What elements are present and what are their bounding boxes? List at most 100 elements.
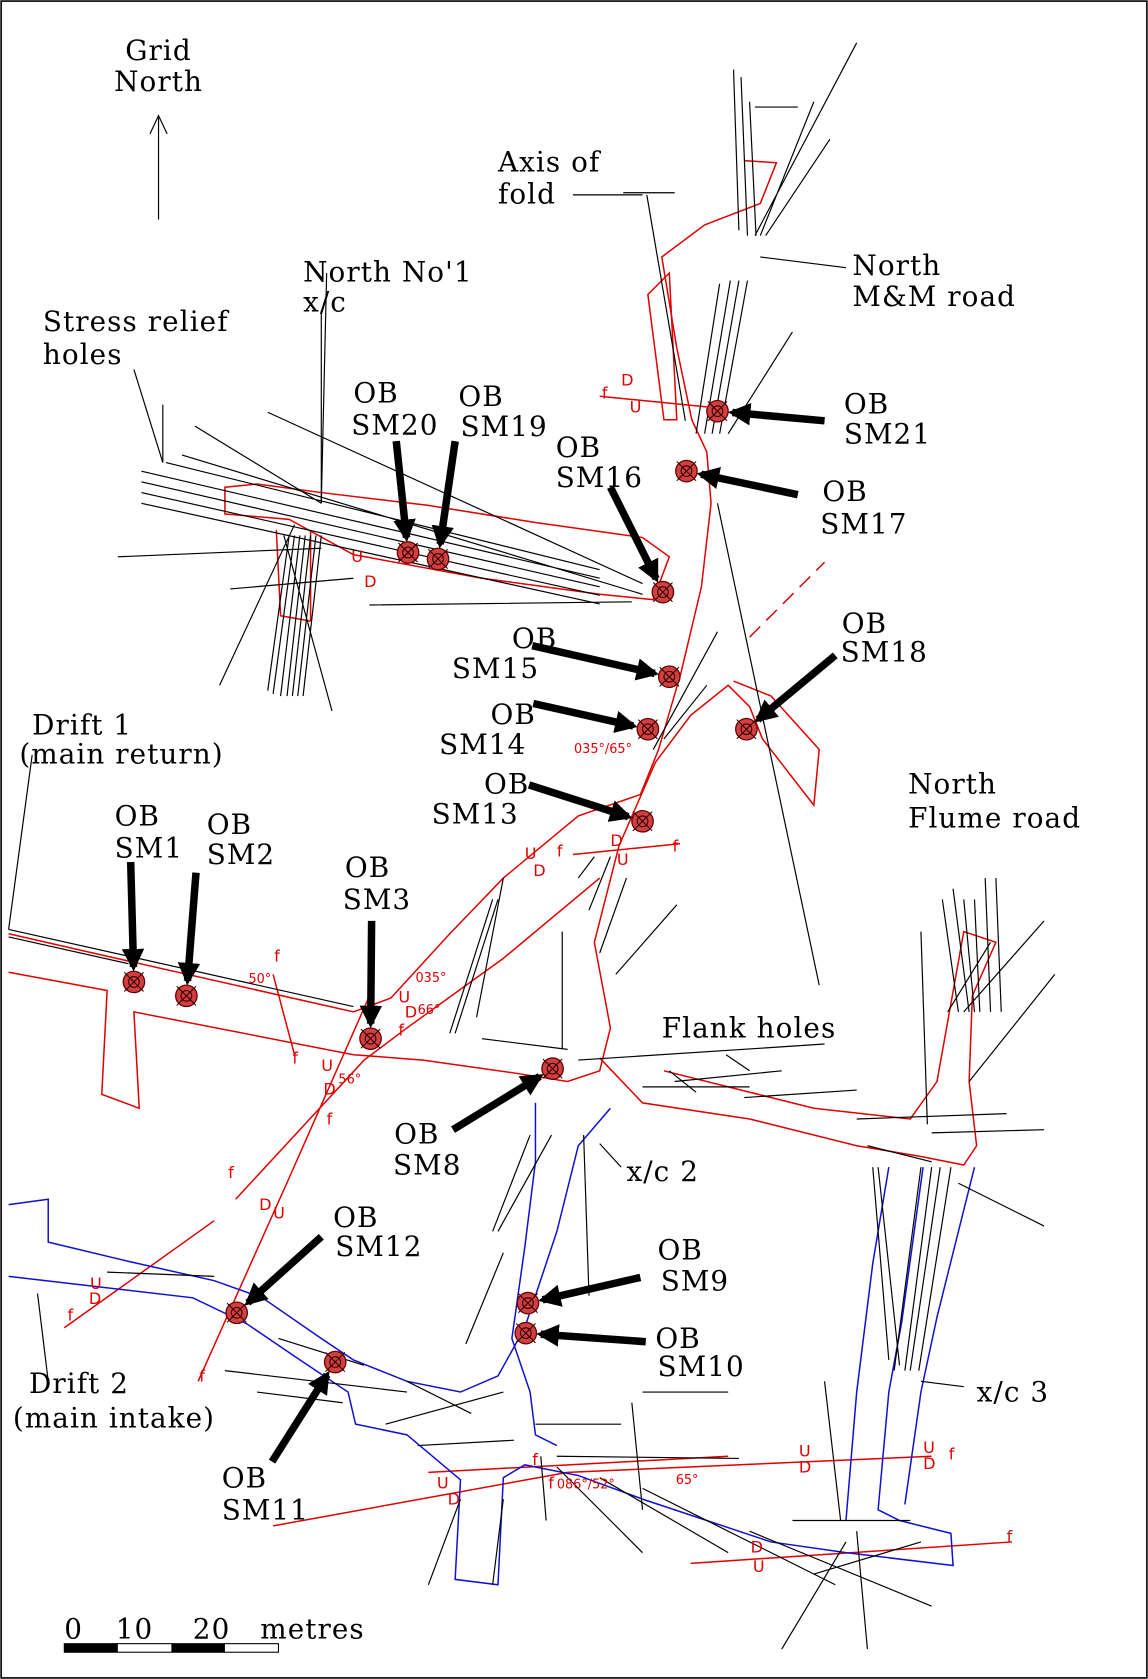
borehole-label: OB <box>458 380 503 413</box>
dynamic-layer: GridNorthAxis offoldNorth No'1x/cStress … <box>13 34 1081 1645</box>
arrow <box>396 441 406 537</box>
fault-annotation: D <box>259 1195 271 1214</box>
borehole-label: SM19 <box>460 410 547 443</box>
page: { "north_arrow": {"lines": ["Grid", "Nor… <box>0 0 1148 1679</box>
fault-annotation: D <box>533 861 545 880</box>
borehole-label: SM8 <box>393 1149 461 1182</box>
fault-annotation: f <box>68 1305 74 1324</box>
fault-annotation: U <box>617 850 629 869</box>
fault-annotation: f <box>532 1450 538 1469</box>
arrow <box>131 862 134 967</box>
blue-workings <box>9 1103 975 1585</box>
arrow <box>610 487 656 579</box>
map-label: Drift 2 <box>29 1367 129 1400</box>
map-label: Stress relief <box>43 305 229 338</box>
borehole-label: OB <box>345 851 390 884</box>
borehole-label: OB <box>394 1118 439 1151</box>
map-label: holes <box>43 338 123 371</box>
borehole-label: SM1 <box>115 832 183 865</box>
borehole-label: OB <box>658 1233 703 1266</box>
borehole-label: SM9 <box>661 1264 729 1297</box>
fault-annotation: U <box>321 1056 333 1075</box>
borehole-label: SM16 <box>556 461 643 494</box>
fault-annotation: 65° <box>676 1473 699 1488</box>
fault-annotation: D <box>89 1289 101 1308</box>
leader-line <box>726 1055 750 1071</box>
fault-annotation: f <box>548 1473 554 1492</box>
borehole-label: SM20 <box>351 409 438 442</box>
fault-annotation: f <box>1007 1527 1013 1546</box>
leader-line <box>760 257 846 268</box>
fault-annotation: 035°/65° <box>574 742 632 757</box>
borehole-label: SM15 <box>452 652 539 685</box>
borehole-label: OB <box>222 1461 267 1494</box>
fault-annotation: f <box>673 836 679 855</box>
north-label: North <box>114 65 203 98</box>
map-label: Flank holes <box>662 1012 837 1045</box>
arrow <box>758 655 835 719</box>
arrow <box>272 1375 327 1462</box>
arrow <box>541 1334 646 1341</box>
leader-line <box>600 1144 621 1168</box>
leader-line <box>921 1381 964 1386</box>
borehole-label: OB <box>844 387 889 420</box>
borehole-label: OB <box>822 475 867 508</box>
borehole-label: OB <box>207 808 252 841</box>
fault-annotation: f <box>398 1020 404 1039</box>
borehole-label: OB <box>115 800 160 833</box>
fault-annotation: U <box>753 1557 765 1576</box>
map-label: (main intake) <box>13 1401 215 1434</box>
fault-annotation: U <box>351 547 363 566</box>
borehole-label: OB <box>512 622 557 655</box>
fault-annotation: D <box>364 572 376 591</box>
arrow <box>701 474 798 494</box>
fault-annotation: f <box>949 1444 955 1463</box>
scale-tick-label: 0 <box>64 1612 83 1645</box>
borehole-label: SM13 <box>432 797 519 830</box>
map-label: North <box>852 249 941 282</box>
fault-annotation: D <box>448 1489 460 1508</box>
fault-annotation: f <box>292 1048 298 1067</box>
fault-annotation: U <box>273 1204 285 1223</box>
arrow <box>543 1277 641 1299</box>
map-label: Axis of <box>497 145 601 178</box>
fault-annotation: 50° <box>248 972 271 987</box>
fault-annotation: f <box>327 1109 333 1128</box>
map-label: fold <box>498 177 556 210</box>
fault-annotation: U <box>630 397 642 416</box>
arrow <box>188 873 196 981</box>
fault-annotation: 086°/52° <box>557 1477 615 1492</box>
borehole-label: SM18 <box>841 636 928 669</box>
borehole-label: SM21 <box>844 417 931 450</box>
fault-annotation: f <box>274 947 280 966</box>
arrow <box>533 704 633 726</box>
borehole-label: OB <box>353 377 398 410</box>
fault-annotation: D <box>751 1538 763 1557</box>
borehole-label: SM12 <box>335 1230 422 1263</box>
borehole-label: SM3 <box>343 883 411 916</box>
fault-annotation: f <box>602 383 608 402</box>
fault-annotation: 56° <box>338 1073 361 1088</box>
borehole-label: OB <box>484 767 529 800</box>
map-label: North No'1 <box>303 256 473 289</box>
scale-bar-graphic <box>64 1644 278 1653</box>
fault-annotation: f <box>557 842 563 861</box>
north-label: Grid <box>125 34 192 67</box>
borehole-label: SM14 <box>439 728 526 761</box>
mine-plan: GridNorthAxis offoldNorth No'1x/cStress … <box>0 0 1148 1679</box>
fault-annotation: 66° <box>418 1003 441 1018</box>
scale-tick-label: 20 <box>193 1612 231 1645</box>
map-label: Flume road <box>908 802 1081 835</box>
borehole-label: SM17 <box>820 507 907 540</box>
arrow <box>529 785 628 817</box>
borehole-label: SM10 <box>658 1350 745 1383</box>
map-label: x/c 3 <box>977 1376 1050 1409</box>
map-label: (main return) <box>19 737 223 770</box>
fault-annotation: D <box>323 1079 335 1098</box>
borehole-label: OB <box>490 698 535 731</box>
arrow <box>453 1076 540 1129</box>
fault-annotation: 035° <box>416 971 447 986</box>
arrow <box>371 921 372 1024</box>
fault-annotation: D <box>799 1457 811 1476</box>
map-label: x/c <box>303 286 347 319</box>
